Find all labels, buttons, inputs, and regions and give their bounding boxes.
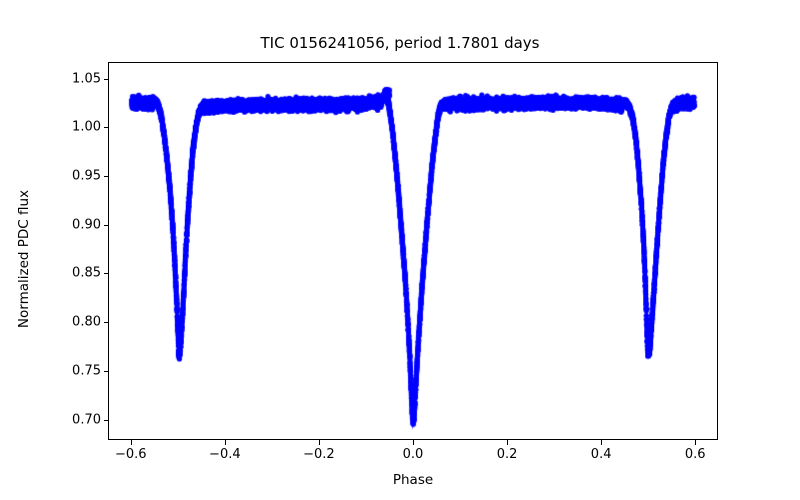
y-tick-mark — [103, 224, 108, 226]
x-axis-title: Phase — [392, 472, 434, 488]
x-tick-mark — [224, 440, 226, 445]
y-axis-tick-labels: 0.70 0.75 0.80 0.85 0.90 0.95 1.00 1.05 — [0, 0, 101, 500]
y-tick-mark — [103, 78, 108, 80]
x-tick-mark — [507, 440, 509, 445]
y-tick-mark — [103, 370, 108, 372]
y-tick-mark — [103, 127, 108, 129]
y-tick-mark — [103, 322, 108, 324]
x-tick-label: 0.6 — [684, 447, 706, 462]
y-axis-title: Normalized PDC flux — [16, 189, 32, 329]
y-tick-label: 0.90 — [72, 217, 101, 233]
x-axis-tick-labels: −0.6 −0.4 −0.2 0.0 0.2 0.4 0.6 — [0, 447, 800, 471]
x-tick-label: 0.0 — [402, 447, 424, 462]
x-tick-label: 0.4 — [590, 447, 612, 462]
y-tick-mark — [103, 176, 108, 178]
y-tick-label: 1.00 — [72, 119, 101, 135]
x-tick-label: 0.2 — [496, 447, 518, 462]
x-tick-mark — [318, 440, 320, 445]
chart-title: TIC 0156241056, period 1.7801 days — [260, 34, 540, 52]
x-tick-mark — [695, 440, 697, 445]
scatter-plot-canvas — [109, 63, 717, 439]
y-tick-label: 0.80 — [72, 314, 101, 330]
y-axis-ticks — [103, 62, 718, 440]
x-tick-mark — [601, 440, 603, 445]
x-tick-mark — [130, 440, 132, 445]
x-tick-label: −0.6 — [114, 447, 147, 462]
x-tick-mark — [413, 440, 414, 445]
x-tick-label: −0.2 — [303, 447, 335, 462]
plot-area — [108, 62, 718, 440]
y-tick-label: 0.70 — [72, 412, 101, 428]
x-tick-label: −0.4 — [209, 447, 241, 462]
y-tick-mark — [103, 273, 108, 275]
y-tick-label: 0.85 — [72, 265, 101, 281]
y-tick-label: 0.75 — [72, 363, 101, 379]
y-tick-label: 1.05 — [72, 71, 101, 87]
y-tick-mark — [103, 419, 108, 421]
x-axis-ticks — [108, 62, 718, 445]
y-tick-label: 0.95 — [72, 168, 101, 184]
